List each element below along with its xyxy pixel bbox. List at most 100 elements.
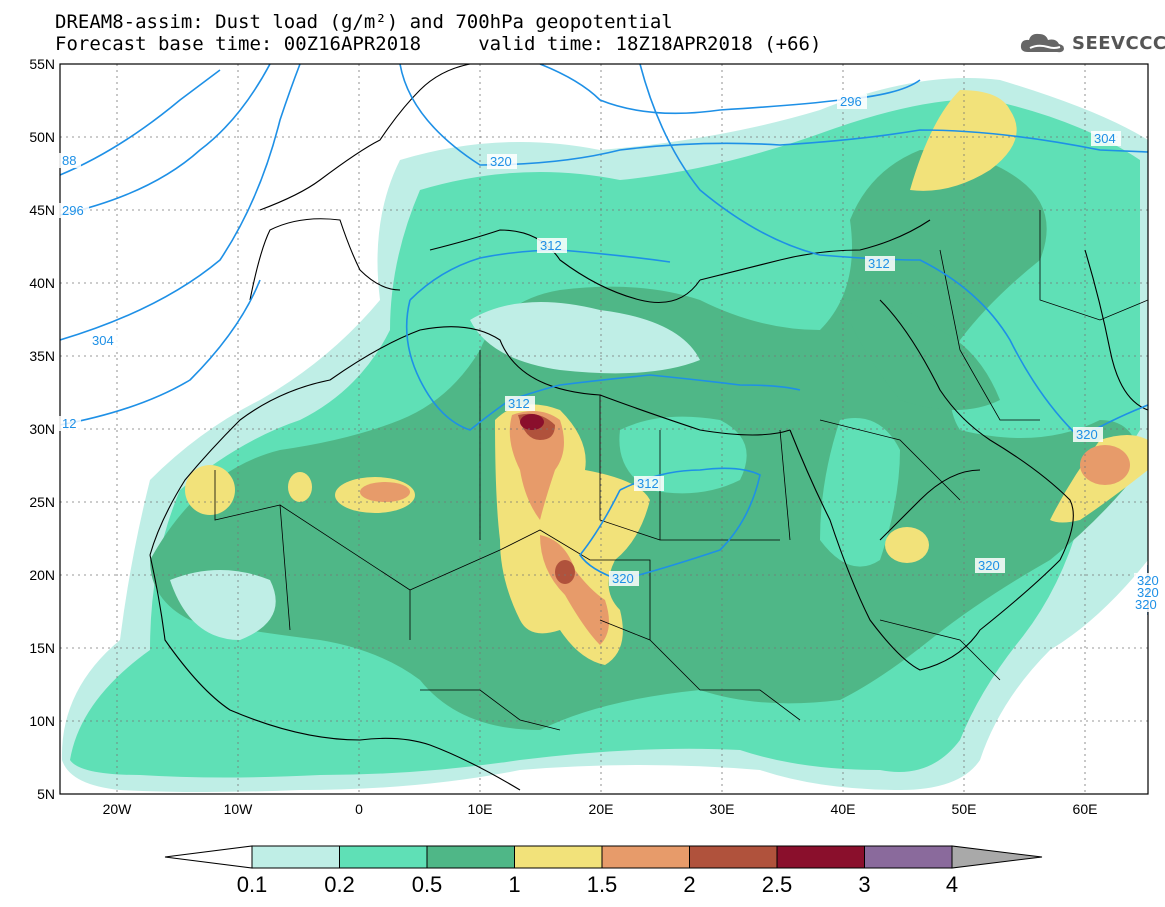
lon-label: 60E (1073, 801, 1098, 817)
svg-text:320: 320 (612, 571, 634, 586)
lat-label: 5N (37, 786, 55, 802)
contour-label: 320 (487, 154, 517, 169)
lon-label: 30E (710, 801, 735, 817)
lon-label: 50E (952, 801, 977, 817)
colorbar-swatch (514, 845, 603, 869)
lat-label: 45N (29, 202, 55, 218)
svg-text:296: 296 (840, 94, 862, 109)
svg-text:312: 312 (508, 396, 530, 411)
seevccc-logo: SEEVCCC (1018, 28, 1165, 58)
svg-text:88: 88 (62, 153, 76, 168)
colorbar-label: 0.5 (412, 872, 443, 897)
contour-label: 320 (609, 571, 639, 586)
colorbar-swatch (601, 845, 690, 869)
colorbar-label: 1.5 (587, 872, 618, 897)
map-subtitle: Forecast base time: 00Z16APR2018 valid t… (55, 33, 822, 55)
colorbar-swatches (164, 845, 1043, 869)
svg-text:12: 12 (62, 416, 76, 431)
contour-label: 88 (59, 153, 81, 168)
colorbar-swatch (339, 845, 428, 869)
dust-hole-west (170, 570, 276, 640)
svg-text:304: 304 (1094, 131, 1116, 146)
contour-labels: 8829630412320312296304312320312312320320… (59, 94, 1164, 612)
colorbar-label: 0.1 (237, 872, 268, 897)
contour-label: 320 (1134, 585, 1164, 600)
contour-label: 296 (59, 203, 89, 218)
map-title: DREAM8-assim: Dust load (g/m²) and 700hP… (55, 11, 673, 33)
colorbar-label: 2.5 (762, 872, 793, 897)
contour-label: 312 (505, 396, 535, 411)
lat-label: 30N (29, 421, 55, 437)
dust-level-2-chad (555, 560, 575, 584)
colorbar-swatch (426, 845, 515, 869)
colorbar-label: 2 (683, 872, 695, 897)
svg-text:320: 320 (1137, 573, 1159, 588)
lon-label: 20E (589, 801, 614, 817)
latitude-labels: 55N 50N 45N 40N 35N 30N 25N 20N 15N 10N 5N (29, 56, 55, 802)
dust-level-1-5 (509, 411, 564, 520)
colorbar-swatch (689, 845, 778, 869)
colorbar-under-triangle (164, 845, 253, 869)
lat-label: 40N (29, 275, 55, 291)
lon-label: 40E (831, 801, 856, 817)
colorbar-label: 4 (946, 872, 958, 897)
lat-label: 35N (29, 348, 55, 364)
dust-level-1-5-chad (540, 535, 609, 645)
contour-label: 312 (634, 476, 664, 491)
svg-text:312: 312 (540, 238, 562, 253)
contour-label: 312 (537, 238, 567, 253)
lat-label: 55N (29, 56, 55, 72)
longitude-labels: 20W 10W 0 10E 20E 30E 40E 50E 60E (103, 801, 1098, 817)
lon-label: 10W (224, 801, 254, 817)
contour-label: 304 (1091, 131, 1121, 146)
colorbar-swatch (251, 845, 340, 869)
dust-hole-arabia (820, 418, 900, 567)
lat-label: 10N (29, 713, 55, 729)
dust-hole-libya (619, 416, 747, 494)
svg-text:304: 304 (92, 333, 114, 348)
dust-level-1-arabia-spot (885, 527, 929, 563)
colorbar-swatch (864, 845, 953, 869)
colorbar-swatch (776, 845, 865, 869)
contour-label: 320 (1132, 597, 1162, 612)
colorbar-labels: 0.1 0.2 0.5 1 1.5 2 2.5 3 4 (237, 872, 958, 897)
country-borders (214, 210, 1148, 731)
colorbar-label: 1 (508, 872, 520, 897)
contour-label: 320 (1134, 573, 1164, 588)
contour-label: 12 (59, 416, 81, 431)
dust-level-3 (520, 414, 544, 430)
dust-level-1-mali-spot (288, 472, 312, 502)
svg-text:296: 296 (62, 203, 84, 218)
svg-text:312: 312 (868, 256, 890, 271)
geopotential-contours (60, 64, 1148, 615)
contour-label: 320 (975, 558, 1005, 573)
lon-label: 10E (468, 801, 493, 817)
svg-text:320: 320 (1137, 585, 1159, 600)
dust-level-1-mauritania-spot (185, 465, 235, 515)
lat-label: 15N (29, 640, 55, 656)
cloud-logo-icon (1020, 33, 1064, 53)
svg-text:320: 320 (1076, 427, 1098, 442)
lat-label: 25N (29, 494, 55, 510)
logo-text: SEEVCCC (1072, 32, 1165, 54)
lon-label: 20W (103, 801, 133, 817)
dust-level-0-5-east (840, 300, 1000, 410)
svg-text:320: 320 (490, 154, 512, 169)
colorbar-over-triangle (951, 845, 1043, 869)
contour-label: 296 (837, 94, 867, 109)
svg-text:320: 320 (1135, 597, 1157, 612)
coastlines (149, 64, 1148, 791)
svg-text:320: 320 (978, 558, 1000, 573)
graticule (60, 64, 1148, 794)
lat-label: 50N (29, 129, 55, 145)
contour-label: 320 (1073, 427, 1103, 442)
dust-level-1-northeast (910, 90, 1017, 191)
svg-text:312: 312 (637, 476, 659, 491)
contour-label: 312 (865, 256, 895, 271)
dust-level-1-5-gulf (1080, 445, 1130, 485)
lon-label: 0 (355, 801, 363, 817)
dust-hole-med (470, 302, 700, 374)
colorbar-label: 3 (858, 872, 870, 897)
